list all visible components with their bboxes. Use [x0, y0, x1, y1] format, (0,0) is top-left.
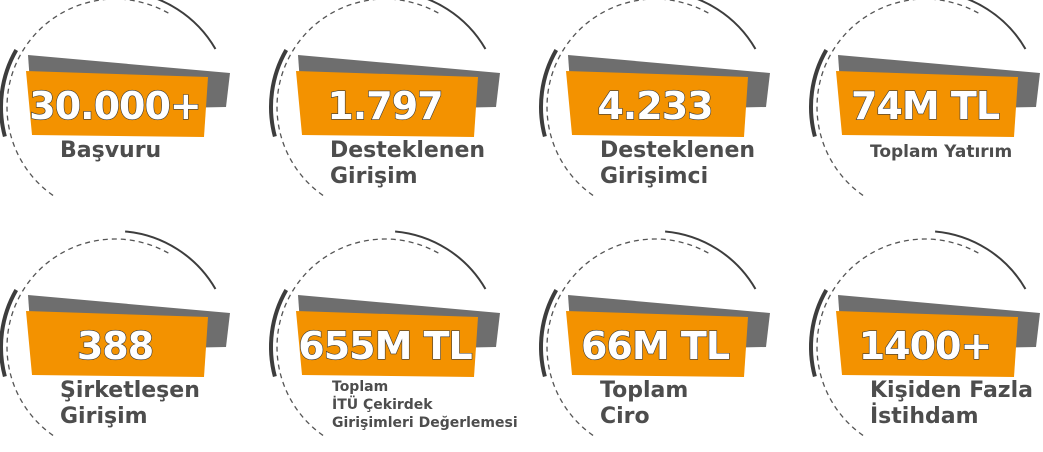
orange-band	[836, 311, 1018, 377]
stat-value: 74M TL	[851, 84, 1000, 128]
stat-value: 4.233	[597, 84, 712, 128]
stat-value: 388	[77, 324, 153, 368]
ring-accent	[935, 230, 1027, 290]
ring-accent	[269, 49, 289, 138]
dashed-ring	[276, 0, 440, 196]
ring-accent	[395, 230, 487, 290]
stat-label: Girişimci	[600, 164, 708, 189]
orange-band	[26, 71, 208, 137]
orange-band	[296, 311, 478, 377]
dashed-ring	[816, 238, 980, 436]
ring-accent	[809, 289, 829, 378]
stat-label: İTÜ Çekirdek	[332, 395, 433, 413]
orange-band	[566, 311, 748, 377]
dashed-ring	[6, 238, 170, 436]
ring-accent	[269, 289, 289, 378]
dashed-ring	[546, 238, 710, 436]
ring-accent	[809, 49, 829, 138]
stat-label: Toplam Yatırım	[870, 142, 1012, 162]
stat-label: Toplam	[332, 379, 388, 395]
stat-card: 30.000+ Başvuru	[0, 0, 230, 196]
ring-accent	[665, 230, 757, 290]
stat-label: Desteklenen	[600, 138, 755, 163]
stat-value: 1.797	[327, 84, 442, 128]
ring-accent	[539, 289, 559, 378]
ring-accent	[0, 49, 19, 138]
stat-label: Girişimleri Değerlemesi	[332, 415, 518, 431]
ring-accent	[697, 0, 757, 50]
stat-label: Desteklenen	[330, 138, 485, 163]
stat-label: Girişim	[60, 404, 148, 429]
stat-label: Kişiden Fazla	[870, 378, 1033, 403]
orange-band	[296, 71, 478, 137]
stat-label: Şirketleşen	[60, 378, 200, 403]
dashed-ring	[276, 238, 440, 436]
stat-label: Toplam	[600, 378, 688, 403]
orange-band	[26, 311, 208, 377]
stat-card: 74M TL Toplam Yatırım	[809, 0, 1040, 196]
stat-value: 1400+	[859, 324, 992, 368]
orange-band	[836, 71, 1018, 137]
ring-accent	[967, 0, 1027, 50]
ring-accent	[125, 230, 217, 290]
dashed-ring	[546, 0, 710, 196]
stat-label: Başvuru	[60, 138, 161, 163]
stat-label: Girişim	[330, 164, 418, 189]
ring-accent	[427, 0, 487, 50]
stat-value: 655M TL	[298, 324, 472, 368]
orange-band	[566, 71, 748, 137]
stat-value: 30.000+	[29, 84, 200, 128]
ring-accent	[0, 289, 19, 378]
stat-label: İstihdam	[870, 403, 979, 429]
stat-label: Ciro	[600, 404, 650, 429]
ring-accent	[539, 49, 559, 138]
dashed-ring	[816, 0, 980, 196]
dashed-ring	[6, 0, 170, 196]
stat-value: 66M TL	[581, 324, 730, 368]
ring-accent	[157, 0, 217, 50]
